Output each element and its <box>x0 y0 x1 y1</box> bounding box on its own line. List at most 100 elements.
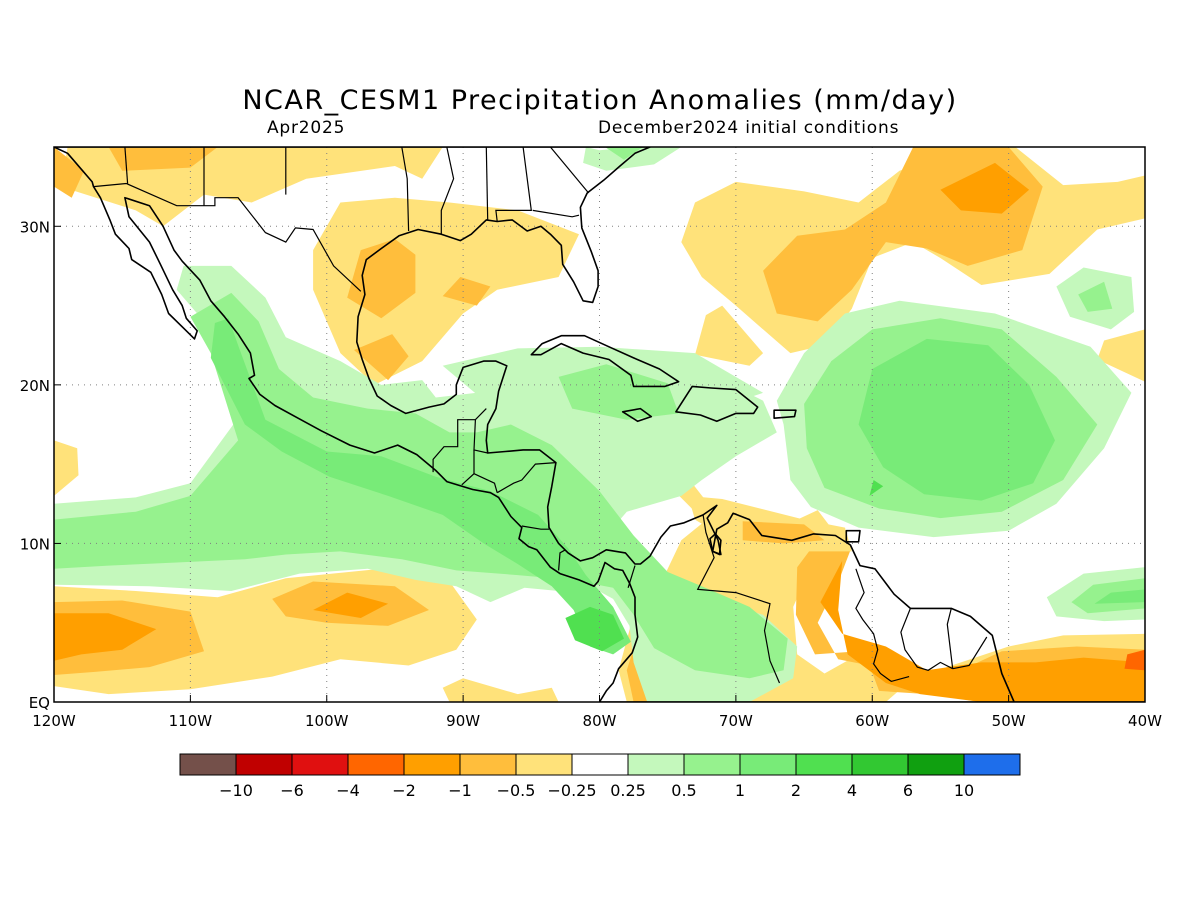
legend-swatch <box>963 753 1021 776</box>
legend-label: −1 <box>448 781 472 800</box>
legend-label: −2 <box>392 781 416 800</box>
anomaly-region-dry3 <box>54 613 157 661</box>
y-tick-label: 20N <box>20 377 50 395</box>
country-border <box>900 608 953 671</box>
anomaly-region-wet2 <box>1078 281 1113 312</box>
x-tick-label: 90W <box>446 712 480 730</box>
anomaly-region-dry2 <box>108 147 218 171</box>
coastline <box>621 407 653 423</box>
legend-swatch <box>179 753 237 776</box>
country-border <box>401 147 410 232</box>
anomaly-region-wet3 <box>1094 589 1145 604</box>
x-tick-label: 100W <box>305 712 349 730</box>
anomaly-region-wet4 <box>869 480 884 496</box>
color-legend: −10 −6 −4 −2 −1 −0.5 −0.25 0.25 0.5 1 2 4 6 10 <box>179 753 1021 800</box>
x-tick-label: 120W <box>32 712 76 730</box>
anomaly-region-wet3 <box>858 338 1055 501</box>
y-tick-label: 10N <box>20 535 50 553</box>
x-tick-label: 40W <box>1128 712 1162 730</box>
legend-label: 4 <box>847 781 857 800</box>
anomaly-region-dry1 <box>442 678 559 702</box>
anomaly-region-dry1 <box>1097 329 1145 382</box>
legend-label: 0.25 <box>610 781 646 800</box>
coastline <box>675 385 759 423</box>
legend-swatch <box>571 753 629 776</box>
legend-label: −4 <box>336 781 360 800</box>
legend-swatch <box>459 753 517 776</box>
legend-swatch <box>403 753 461 776</box>
anomaly-region-wet2 <box>558 364 679 420</box>
legend-swatch <box>739 753 797 776</box>
coastline <box>54 147 1145 702</box>
legend-swatch <box>291 753 349 776</box>
country-border <box>473 473 498 493</box>
anomaly-region-dry2 <box>795 530 1145 702</box>
legend-swatch <box>347 753 405 776</box>
anomaly-contour-fills <box>54 147 1145 702</box>
country-border <box>855 568 910 683</box>
legend-swatch <box>515 753 573 776</box>
map-title: NCAR_CESM1 Precipitation Anomalies (mm/d… <box>242 85 958 116</box>
legend-label: −0.5 <box>497 781 536 800</box>
country-border <box>696 514 781 684</box>
legend-swatch <box>627 753 685 776</box>
coastline <box>530 334 680 388</box>
country-border <box>93 182 362 292</box>
legend-label: 6 <box>903 781 913 800</box>
country-border <box>952 636 988 670</box>
anomaly-region-dry2 <box>442 277 491 306</box>
anomaly-region-wet1 <box>583 147 682 171</box>
anomaly-region-dry3 <box>940 162 1030 214</box>
anomaly-region-wet2 <box>605 147 644 160</box>
country-border <box>549 147 590 194</box>
coastline <box>773 409 797 420</box>
valid-month-label: Apr2025 <box>267 118 346 138</box>
legend-label: −10 <box>219 781 253 800</box>
x-tick-label: 60W <box>855 712 889 730</box>
coastlines <box>54 147 1145 702</box>
anomaly-region-dry2 <box>54 147 84 198</box>
anomaly-region-wet4 <box>565 606 624 652</box>
coastline <box>845 529 861 543</box>
x-tick-label: 80W <box>583 712 617 730</box>
anomaly-region-dry3 <box>313 592 389 618</box>
x-tick-label: 110W <box>169 712 213 730</box>
anomaly-region-dry2 <box>354 334 409 381</box>
legend-label: 2 <box>791 781 801 800</box>
legend-label: 0.5 <box>671 781 696 800</box>
legend-swatch <box>683 753 741 776</box>
anomaly-region-dry1 <box>54 440 79 496</box>
legend-label: −0.25 <box>547 781 596 800</box>
y-tick-label: EQ <box>29 694 50 712</box>
y-tick-label: 30N <box>20 218 50 236</box>
legend-swatch <box>795 753 853 776</box>
country-border <box>946 608 954 669</box>
anomaly-region-wet3 <box>210 318 631 655</box>
country-border <box>558 549 566 571</box>
country-border <box>627 565 636 588</box>
coastline <box>709 533 722 556</box>
country-border <box>440 147 455 235</box>
country-border <box>495 147 532 222</box>
country-border <box>124 147 129 184</box>
legend-label: −6 <box>280 781 304 800</box>
anomaly-region-dry3 <box>820 560 1145 702</box>
x-tick-label: 50W <box>992 712 1026 730</box>
country-border <box>485 147 489 220</box>
legend-label: 1 <box>735 781 745 800</box>
legend-swatch <box>907 753 965 776</box>
anomaly-region-dry1 <box>695 305 764 366</box>
anomaly-region-dry2 <box>742 521 825 544</box>
anomaly-region-dry4 <box>1124 649 1145 671</box>
x-tick-label: 70W <box>719 712 753 730</box>
country-border <box>496 462 556 494</box>
legend-swatch <box>851 753 909 776</box>
axis-ticks: 120W 110W 100W 90W 80W 70W 60W 50W 40W EQ 10N 20N 30… <box>20 218 1162 730</box>
political-borders <box>93 147 988 684</box>
initial-conditions-label: December2024 initial conditions <box>598 118 900 138</box>
graticule <box>54 147 1145 702</box>
country-border <box>521 525 549 530</box>
country-border <box>532 209 580 218</box>
